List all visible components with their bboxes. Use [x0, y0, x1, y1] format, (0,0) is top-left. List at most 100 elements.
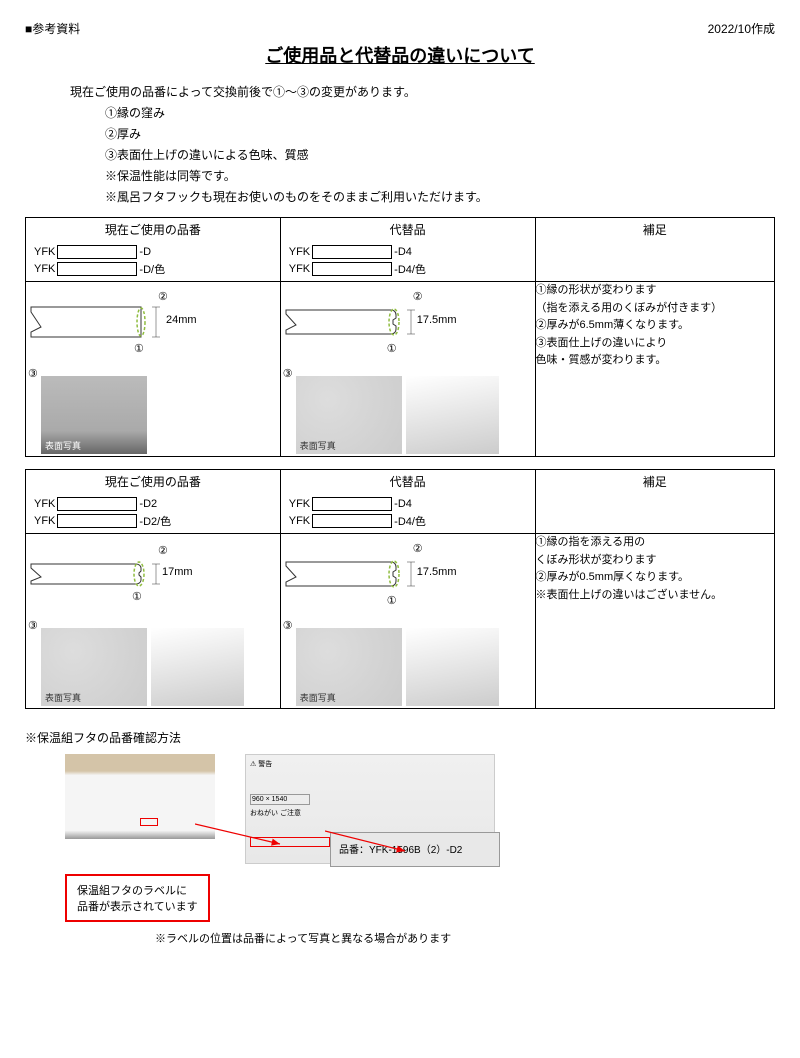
example-code: 品番：YFK-1596B（2）-D2 — [339, 845, 462, 856]
code-prefix: YFK — [34, 263, 55, 275]
lid-photo — [65, 754, 215, 839]
check-section: ※保温組フタの品番確認方法 ⚠ 警告 960 × 1540 おねがい ご注意 品… — [25, 729, 775, 946]
comparison-table-2: 現在ご使用の品番 YFK -D2 YFK -D2/色 代替品 YFK -D4 YFK -… — [25, 469, 775, 709]
surface-photo: 表面写真 — [41, 628, 147, 706]
thickness-label: 17.5mm — [417, 314, 457, 326]
notes-header: 補足 — [536, 470, 775, 493]
intro-item: ※保温性能は同等です。 — [105, 167, 775, 184]
red-info-box: 保温組フタのラベルに 品番が表示されています — [65, 874, 210, 922]
date-label: 2022/10作成 — [708, 20, 775, 37]
code-suffix: -D4/色 — [394, 513, 426, 529]
intro-item: ③表面仕上げの違いによる色味、質感 — [105, 146, 775, 163]
code-suffix: -D/色 — [139, 261, 165, 277]
marker-2: ② — [158, 544, 168, 557]
note-line: ①縁の形状が変わります — [536, 282, 775, 300]
photo-caption: 表面写真 — [45, 691, 81, 704]
intro-item: ①縁の窪み — [105, 104, 775, 121]
code-suffix: -D4 — [394, 498, 412, 510]
code-suffix: -D4 — [394, 246, 412, 258]
code-blank — [57, 497, 137, 511]
product-codes: YFK -D4 YFK -D4/色 — [281, 241, 535, 281]
code-blank — [312, 245, 392, 259]
red-highlight-label — [250, 837, 330, 847]
size-box: 960 × 1540 — [250, 794, 310, 805]
photo-caption: 表面写真 — [300, 691, 336, 704]
note-line: ②厚みが6.5mm薄くなります。 — [536, 317, 775, 335]
check-title: ※保温組フタの品番確認方法 — [25, 729, 775, 746]
code-blank — [57, 245, 137, 259]
comparison-table-1: 現在ご使用の品番 YFK -D YFK -D/色 代替品 YFK -D4 YFK -D4… — [25, 217, 775, 457]
diagram-cell: 17mm ② ① ③ 表面写真 — [26, 534, 281, 709]
page-title: ご使用品と代替品の違いについて — [25, 42, 775, 68]
header-row: ■参考資料 2022/10作成 — [25, 20, 775, 37]
reference-label: ■参考資料 — [25, 20, 80, 37]
marker-2: ② — [413, 542, 423, 555]
marker-3: ③ — [283, 367, 293, 380]
product-codes: YFK -D YFK -D/色 — [26, 241, 280, 281]
notes-header: 補足 — [536, 218, 775, 241]
zoom-label: 品番：YFK-1596B（2）-D2 — [330, 832, 500, 867]
thickness-label: 17mm — [162, 566, 193, 578]
diagram-cell: 17.5mm ② ① ③ 表面写真 — [280, 282, 535, 457]
caution-text: おねがい ご注意 — [250, 808, 490, 818]
footer-note: ※ラベルの位置は品番によって写真と異なる場合があります — [155, 930, 775, 946]
note-line: ①縁の指を添える用の — [536, 534, 775, 552]
marker-3: ③ — [28, 367, 38, 380]
intro-section: 現在ご使用の品番によって交換前後で①～③の変更があります。 ①縁の窪み ②厚み … — [70, 83, 775, 205]
col-header: 現在ご使用の品番 — [26, 218, 280, 241]
col-header: 現在ご使用の品番 — [26, 470, 280, 493]
thickness-label: 17.5mm — [417, 566, 457, 578]
code-suffix: -D2 — [139, 498, 157, 510]
intro-item: ※風呂フタフックも現在お使いのものをそのままご利用いただけます。 — [105, 188, 775, 205]
code-blank — [312, 514, 392, 528]
diagram-cell: 17.5mm ② ① ③ 表面写真 — [280, 534, 535, 709]
check-row: ⚠ 警告 960 × 1540 おねがい ご注意 品番：YFK-1596B（2）… — [65, 754, 775, 864]
notes-content: ①縁の指を添える用の くぼみ形状が変わります ②厚みが0.5mm厚くなります。 … — [535, 534, 775, 709]
thickness-label: 24mm — [166, 314, 197, 326]
code-suffix: -D4/色 — [394, 261, 426, 277]
warning-triangle-icon: ⚠ — [250, 760, 256, 768]
red-highlight-small — [140, 818, 158, 826]
diagram-cell: 24mm ② ① ③ 表面写真 — [26, 282, 281, 457]
notes-content: ①縁の形状が変わります （指を添える用のくぼみが付きます） ②厚みが6.5mm薄… — [535, 282, 775, 457]
product-codes: YFK -D2 YFK -D2/色 — [26, 493, 280, 533]
surface-photo: 表面写真 — [41, 376, 147, 454]
code-prefix: YFK — [34, 498, 55, 510]
marker-1: ① — [134, 342, 144, 355]
code-suffix: -D2/色 — [139, 513, 171, 529]
code-suffix: -D — [139, 246, 151, 258]
photo-caption: 表面写真 — [45, 439, 81, 452]
note-line: （指を添える用のくぼみが付きます） — [536, 300, 775, 318]
code-prefix: YFK — [289, 515, 310, 527]
code-prefix: YFK — [34, 515, 55, 527]
code-prefix: YFK — [34, 246, 55, 258]
marker-1: ① — [132, 590, 142, 603]
col-header: 代替品 — [281, 218, 535, 241]
box-text: 保温組フタのラベルに 品番が表示されています — [77, 885, 198, 913]
col-header: 代替品 — [281, 470, 535, 493]
marker-2: ② — [158, 290, 168, 303]
code-prefix: YFK — [289, 263, 310, 275]
code-blank — [312, 262, 392, 276]
code-blank — [57, 262, 137, 276]
code-prefix: YFK — [289, 246, 310, 258]
product-codes: YFK -D4 YFK -D4/色 — [281, 493, 535, 533]
marker-3: ③ — [283, 619, 293, 632]
code-prefix: YFK — [289, 498, 310, 510]
marker-1: ① — [387, 594, 397, 607]
marker-1: ① — [387, 342, 397, 355]
intro-lead: 現在ご使用の品番によって交換前後で①～③の変更があります。 — [70, 83, 775, 100]
intro-item: ②厚み — [105, 125, 775, 142]
surface-photo: 表面写真 — [296, 376, 402, 454]
marker-3: ③ — [28, 619, 38, 632]
surface-photo: 表面写真 — [296, 628, 402, 706]
note-line: 色味・質感が変わります。 — [536, 352, 775, 370]
side-photo — [151, 628, 244, 706]
photo-caption: 表面写真 — [300, 439, 336, 452]
marker-2: ② — [413, 290, 423, 303]
note-line: ※表面仕上げの違いはございません。 — [536, 587, 775, 605]
side-photo — [406, 376, 499, 454]
note-line: ②厚みが0.5mm厚くなります。 — [536, 569, 775, 587]
code-blank — [57, 514, 137, 528]
note-line: ③表面仕上げの違いにより — [536, 335, 775, 353]
